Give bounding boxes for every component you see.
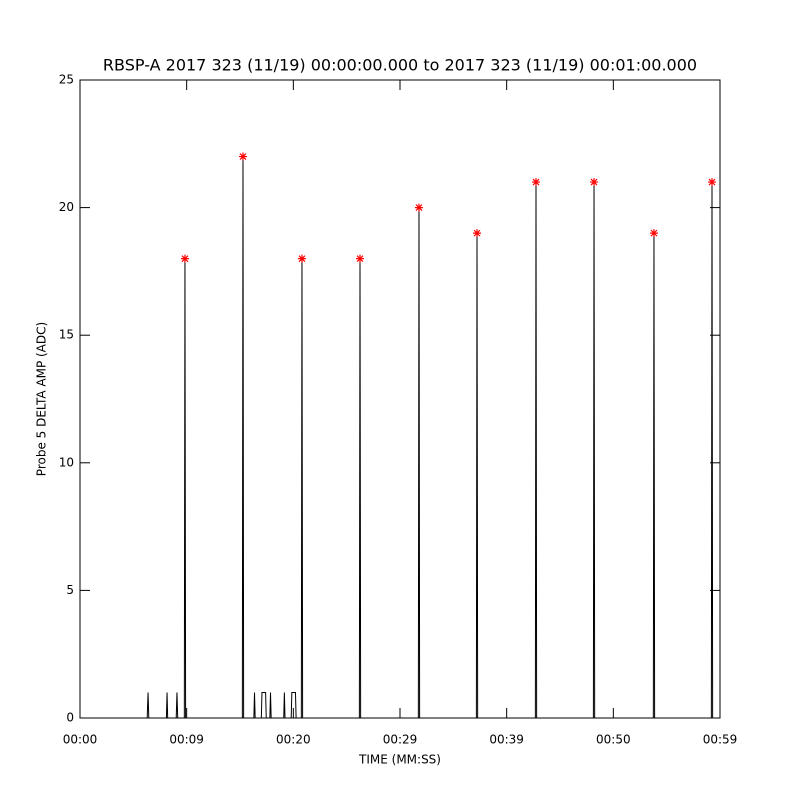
y-tick-label: 10: [59, 455, 74, 469]
data-line: [80, 156, 720, 719]
peak-marker: [532, 178, 540, 187]
x-tick-label: 00:50: [596, 733, 631, 747]
peak-marker: [180, 254, 189, 263]
peak-marker: [414, 203, 423, 212]
y-tick-label: 0: [66, 711, 74, 725]
x-tick-label: 00:29: [383, 733, 418, 747]
x-axis-label: TIME (MM:SS): [358, 753, 441, 767]
y-tick-label: 25: [59, 73, 74, 87]
peak-marker: [297, 254, 306, 263]
x-tick-label: 00:00: [63, 733, 98, 747]
y-tick-label: 5: [66, 583, 74, 597]
peak-marker: [473, 229, 482, 238]
peak-marker: [708, 178, 716, 187]
peak-marker: [649, 229, 658, 238]
peak-marker: [238, 152, 247, 161]
y-tick-label: 20: [59, 200, 74, 214]
x-tick-label: 00:59: [703, 733, 738, 747]
chart-title: RBSP-A 2017 323 (11/19) 00:00:00.000 to …: [103, 56, 697, 75]
peak-marker: [590, 178, 599, 187]
y-tick-label: 15: [59, 328, 74, 342]
y-axis-label: Probe 5 DELTA AMP (ADC): [35, 322, 49, 476]
x-tick-label: 00:39: [489, 733, 524, 747]
x-tick-label: 00:09: [169, 733, 204, 747]
plot-frame: [79, 79, 721, 719]
x-tick-label: 00:20: [276, 733, 311, 747]
peak-marker: [356, 254, 364, 263]
